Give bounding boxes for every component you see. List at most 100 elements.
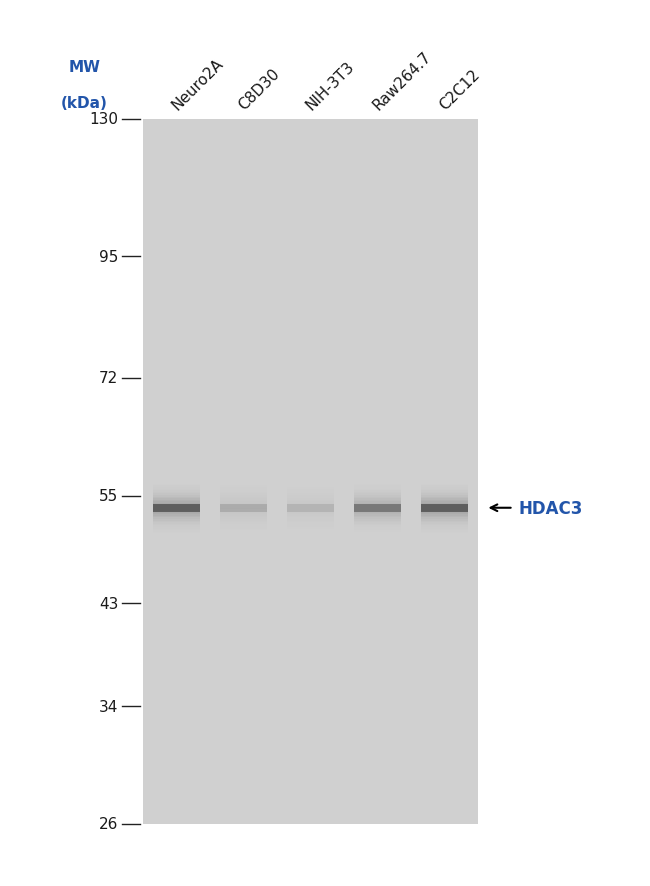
Bar <box>153 495 200 499</box>
Bar <box>287 495 334 499</box>
Bar <box>421 487 468 491</box>
Bar <box>220 521 267 525</box>
Bar <box>421 486 468 489</box>
Bar <box>220 511 267 515</box>
Bar <box>220 491 267 494</box>
Bar <box>220 489 267 493</box>
Text: 34: 34 <box>99 699 118 714</box>
Bar <box>354 523 401 525</box>
Bar <box>220 497 267 501</box>
Bar <box>421 511 468 515</box>
Bar <box>153 513 200 517</box>
Bar <box>153 489 200 493</box>
Bar <box>287 504 334 512</box>
Bar <box>153 501 200 505</box>
Bar <box>287 499 334 501</box>
Bar <box>287 486 334 489</box>
Bar <box>287 509 334 513</box>
Text: 55: 55 <box>99 488 118 503</box>
Bar <box>421 523 468 525</box>
Text: C8D30: C8D30 <box>236 66 283 113</box>
Bar <box>421 503 468 507</box>
Bar <box>220 509 267 511</box>
Bar <box>354 529 401 532</box>
Text: 130: 130 <box>89 113 118 127</box>
Bar <box>220 507 267 509</box>
Bar <box>287 525 334 527</box>
Bar <box>287 507 334 509</box>
Bar <box>153 494 200 497</box>
Bar <box>354 517 401 519</box>
Bar <box>354 485 401 487</box>
Bar <box>354 509 401 511</box>
Bar <box>421 501 468 503</box>
Bar <box>354 494 401 497</box>
Bar <box>354 501 401 503</box>
Bar <box>153 523 200 525</box>
Bar <box>421 499 468 501</box>
Bar <box>421 501 468 505</box>
Bar <box>220 499 267 501</box>
Bar <box>287 515 334 517</box>
Bar <box>220 527 267 531</box>
Text: HDAC3: HDAC3 <box>519 499 583 517</box>
Bar <box>287 501 334 505</box>
Bar <box>421 505 468 509</box>
Bar <box>354 505 401 509</box>
Bar <box>354 507 401 509</box>
Bar <box>220 517 267 521</box>
Bar <box>220 485 267 487</box>
Bar <box>153 485 200 487</box>
Bar <box>153 505 200 509</box>
Bar <box>153 509 200 513</box>
Bar <box>220 504 267 512</box>
Bar <box>287 505 334 509</box>
Bar <box>421 493 468 495</box>
Bar <box>354 527 401 531</box>
Bar <box>421 517 468 521</box>
Text: 26: 26 <box>99 817 118 831</box>
Bar <box>354 513 401 517</box>
Bar <box>153 499 200 501</box>
Bar <box>153 493 200 495</box>
Bar <box>220 509 267 513</box>
Bar <box>421 529 468 532</box>
Bar <box>354 525 401 527</box>
Bar <box>421 531 468 533</box>
Bar <box>287 521 334 525</box>
Bar <box>287 494 334 497</box>
Bar <box>153 501 200 503</box>
Bar <box>220 519 267 523</box>
Bar <box>287 491 334 494</box>
Bar <box>421 525 468 529</box>
Bar <box>153 511 200 515</box>
Bar <box>354 497 401 501</box>
Bar <box>354 491 401 494</box>
Bar <box>287 487 334 491</box>
Bar <box>153 491 200 494</box>
Bar <box>287 501 334 503</box>
Bar <box>287 527 334 531</box>
Bar <box>220 495 267 499</box>
Bar <box>220 531 267 533</box>
Bar <box>354 509 401 513</box>
Bar <box>354 515 401 517</box>
Text: C2C12: C2C12 <box>437 66 483 113</box>
Bar <box>354 489 401 493</box>
Bar <box>287 519 334 523</box>
Bar <box>421 491 468 494</box>
Bar <box>287 493 334 495</box>
Bar <box>153 503 200 507</box>
Bar <box>153 517 200 519</box>
Bar <box>421 525 468 527</box>
Bar <box>354 486 401 489</box>
Bar <box>354 525 401 529</box>
Bar <box>421 517 468 519</box>
Bar <box>354 495 401 499</box>
Bar <box>421 527 468 531</box>
Bar <box>153 529 200 532</box>
Bar <box>354 521 401 525</box>
Bar <box>287 529 334 532</box>
Text: NIH-3T3: NIH-3T3 <box>303 58 358 113</box>
Bar <box>354 511 401 515</box>
